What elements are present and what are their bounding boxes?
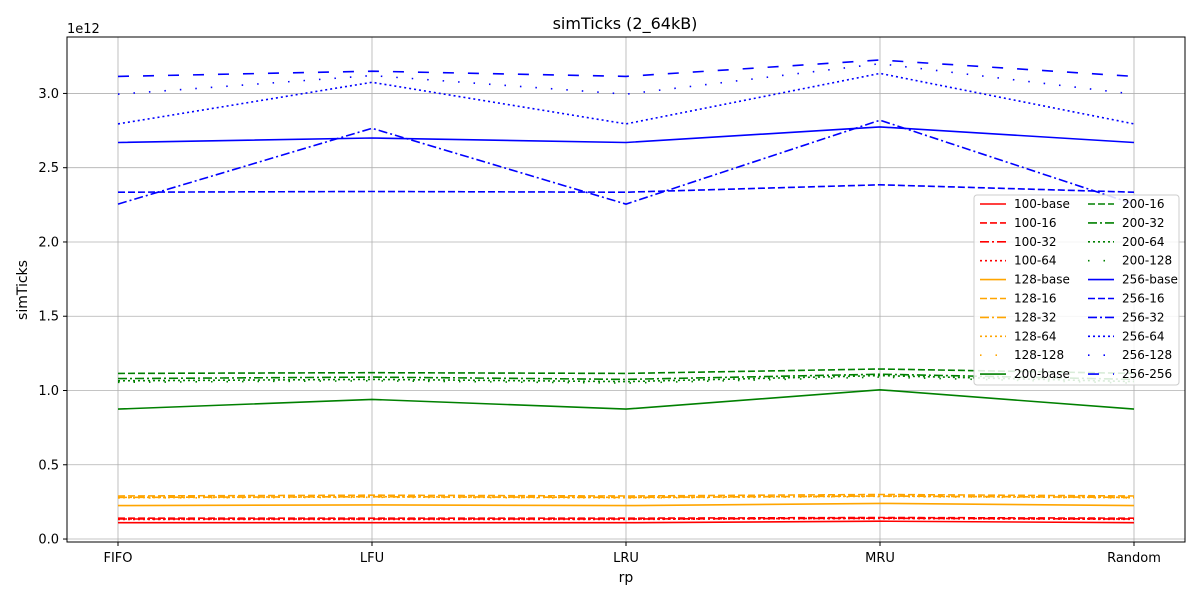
chart-title: simTicks (2_64kB) bbox=[553, 14, 698, 34]
series-line-256-16 bbox=[117, 183, 1135, 194]
legend-label-256-base: 256-base bbox=[1122, 273, 1178, 287]
legend-label-128-64: 128-64 bbox=[1014, 329, 1057, 343]
series-line-256-base bbox=[117, 126, 1135, 144]
legend-label-200-32: 200-32 bbox=[1122, 216, 1165, 230]
legend-label-100-64: 100-64 bbox=[1014, 254, 1057, 268]
legend-label-256-64: 256-64 bbox=[1122, 329, 1165, 343]
series-line-200-16 bbox=[117, 368, 1135, 375]
legend-label-200-base: 200-base bbox=[1014, 367, 1070, 381]
y-tick-label: 1.5 bbox=[38, 310, 59, 325]
x-tick-label: FIFO bbox=[103, 551, 132, 566]
series-line-256-32 bbox=[117, 119, 1135, 205]
y-tick-label: 3.0 bbox=[38, 87, 59, 102]
series-line-128-16 bbox=[117, 493, 1135, 497]
legend-label-256-128: 256-128 bbox=[1122, 348, 1172, 362]
axis-ticks: FIFO LFU LRU MRU Random 0.0 0.5 1.0 1.5 2.0 2.5 3.0 bbox=[38, 87, 1161, 566]
legend-label-128-128: 128-128 bbox=[1014, 348, 1064, 362]
legend-label-200-64: 200-64 bbox=[1122, 235, 1165, 249]
series-line-128-base bbox=[117, 502, 1135, 507]
y-tick-label: 0.5 bbox=[38, 458, 59, 473]
x-tick-label: Random bbox=[1107, 551, 1161, 566]
x-tick-label: MRU bbox=[865, 551, 895, 566]
series-line-100-64 bbox=[118, 517, 1135, 521]
series-lines bbox=[117, 59, 1135, 524]
y-offset-label: 1e12 bbox=[67, 22, 100, 37]
y-tick-label: 0.0 bbox=[38, 533, 59, 548]
x-axis-label: rp bbox=[619, 570, 634, 586]
legend-label-128-32: 128-32 bbox=[1014, 310, 1057, 324]
legend-box bbox=[973, 194, 1180, 386]
legend-label-128-base: 128-base bbox=[1014, 273, 1070, 287]
series-line-100-base bbox=[118, 520, 1135, 524]
legend-label-128-16: 128-16 bbox=[1014, 292, 1057, 306]
x-tick-label: LRU bbox=[613, 551, 639, 566]
legend-label-256-16: 256-16 bbox=[1122, 292, 1165, 306]
series-line-256-256 bbox=[117, 59, 1135, 78]
legend-label-256-32: 256-32 bbox=[1122, 310, 1165, 324]
y-tick-label: 1.0 bbox=[38, 384, 59, 399]
x-tick-label: LFU bbox=[360, 551, 384, 566]
y-tick-label: 2.0 bbox=[38, 235, 59, 250]
legend-label-256-256: 256-256 bbox=[1122, 367, 1172, 381]
series-line-256-64 bbox=[117, 72, 1135, 125]
series-line-200-64 bbox=[117, 374, 1135, 383]
y-tick-label: 2.5 bbox=[38, 161, 59, 176]
series-line-200-base bbox=[117, 388, 1135, 410]
y-axis-label: simTicks bbox=[15, 260, 31, 320]
legend-label-200-128: 200-128 bbox=[1122, 254, 1172, 268]
series-line-200-32 bbox=[117, 373, 1135, 381]
legend-label-100-base: 100-base bbox=[1014, 197, 1070, 211]
legend-label-100-16: 100-16 bbox=[1014, 216, 1057, 230]
series-line-128-64 bbox=[117, 495, 1135, 499]
legend-label-200-16: 200-16 bbox=[1122, 197, 1165, 211]
legend-label-100-32: 100-32 bbox=[1014, 235, 1057, 249]
legend: 100-base 100-16 100-32 100-64 128-base 128-16… bbox=[973, 194, 1180, 386]
